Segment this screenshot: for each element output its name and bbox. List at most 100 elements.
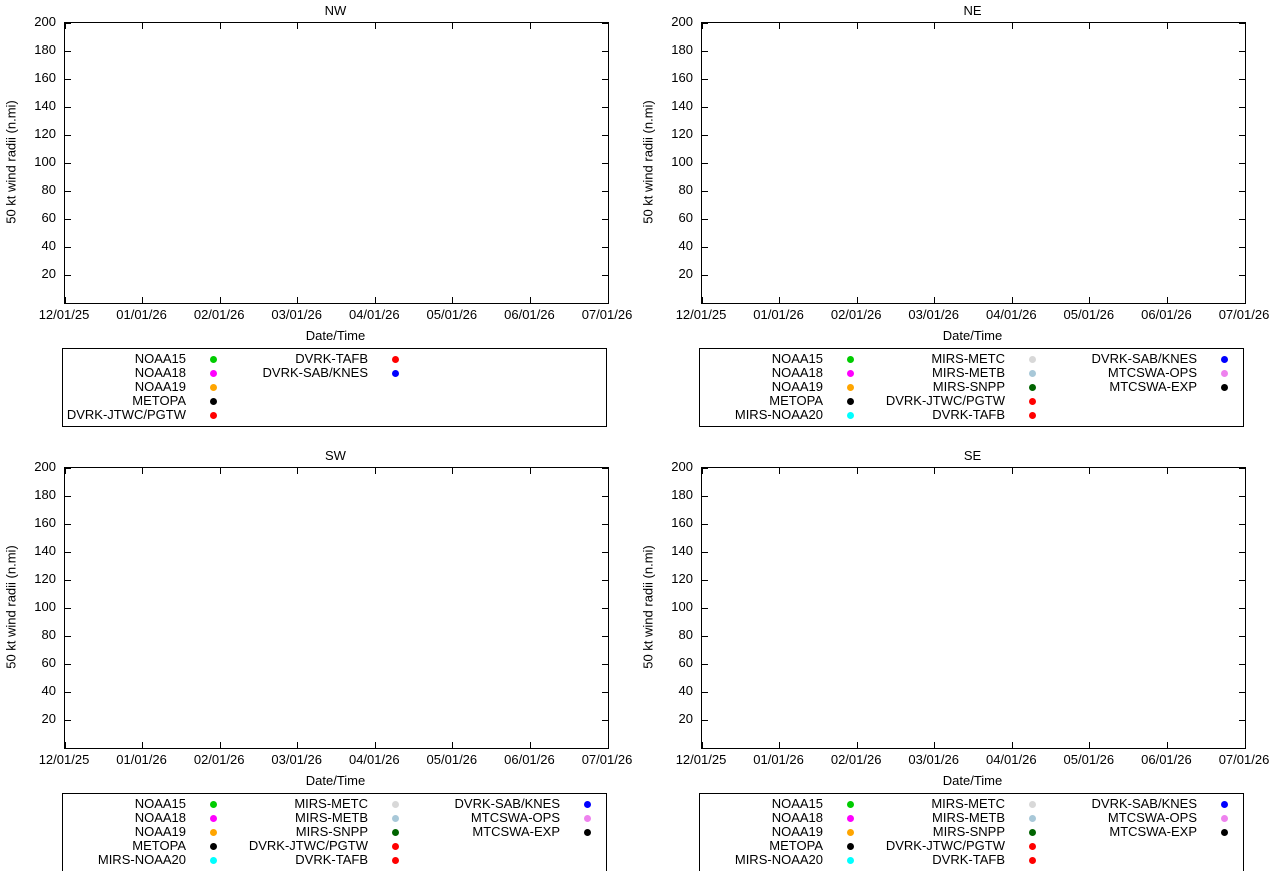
plot-area — [701, 467, 1246, 749]
x-tick-label: 04/01/26 — [985, 307, 1037, 322]
y-tick-label: 180 — [671, 487, 693, 502]
legend-entry: MTCSWA-OPS — [405, 811, 597, 825]
legend-entry: MIRS-NOAA20 — [700, 853, 860, 867]
legend-entry-label: MIRS-METC — [931, 351, 1005, 366]
legend-entry-label: DVRK-JTWC/PGTW — [66, 407, 186, 422]
x-tick-mark — [934, 468, 936, 474]
y-tick-mark — [1239, 551, 1245, 553]
y-tick-mark — [65, 274, 71, 276]
x-tick-mark — [856, 23, 858, 29]
legend-marker — [847, 828, 854, 836]
x-tick-mark — [1089, 297, 1091, 303]
y-tick-mark — [1239, 579, 1245, 581]
legend-marker — [1221, 828, 1228, 836]
chart-panel-nw: NW 50 kt wind radii (n.mi) Date/Time NOA… — [0, 0, 637, 435]
legend-entry-label: DVRK-TAFB — [932, 407, 1005, 422]
legend-entry: NOAA18 — [700, 366, 860, 380]
x-axis-label: Date/Time — [942, 328, 1003, 343]
legend-entry: MIRS-METC — [223, 797, 405, 811]
y-tick-mark — [602, 50, 608, 52]
x-tick-mark — [374, 23, 376, 29]
y-tick-label: 60 — [41, 210, 56, 225]
legend-marker — [847, 369, 854, 377]
legend-entry: MIRS-METC — [860, 352, 1042, 366]
x-tick-label: 12/01/25 — [38, 752, 90, 767]
legend-entry: DVRK-JTWC/PGTW — [860, 839, 1042, 853]
x-tick-mark — [1244, 297, 1246, 303]
x-tick-label: 07/01/26 — [1218, 307, 1270, 322]
legend-marker — [210, 814, 217, 822]
y-tick-mark — [1239, 190, 1245, 192]
y-tick-label: 180 — [34, 487, 56, 502]
y-tick-mark — [65, 246, 71, 248]
legend-entry: NOAA18 — [63, 366, 223, 380]
y-tick-label: 120 — [34, 571, 56, 586]
x-tick-mark — [779, 23, 781, 29]
legend-marker — [847, 411, 854, 419]
x-tick-label: 12/01/25 — [675, 752, 727, 767]
legend-entry: MTCSWA-EXP — [1042, 825, 1234, 839]
chart-title: NE — [963, 3, 982, 18]
x-tick-mark — [1244, 23, 1246, 29]
legend-entry: DVRK-TAFB — [860, 408, 1042, 422]
y-tick-label: 40 — [41, 683, 56, 698]
x-tick-mark — [297, 23, 299, 29]
y-tick-label: 160 — [34, 515, 56, 530]
x-tick-label: 06/01/26 — [1141, 307, 1192, 322]
chart-panel-inner: SE 50 kt wind radii (n.mi) Date/Time NOA… — [637, 445, 1275, 871]
legend-entry: MIRS-SNPP — [860, 380, 1042, 394]
y-tick-label: 60 — [678, 210, 693, 225]
y-tick-mark — [1239, 274, 1245, 276]
legend-entry-label: MTCSWA-EXP — [472, 824, 560, 839]
x-tick-label: 02/01/26 — [830, 752, 882, 767]
x-axis-label: Date/Time — [305, 328, 366, 343]
legend-entry: METOPA — [63, 839, 223, 853]
legend-entry: METOPA — [63, 394, 223, 408]
legend-entry-label: DVRK-SAB/KNES — [262, 365, 368, 380]
legend-entry-label: MTCSWA-EXP — [1109, 379, 1197, 394]
y-tick-mark — [702, 274, 708, 276]
legend-entry: NOAA15 — [63, 797, 223, 811]
legend-marker — [584, 814, 591, 822]
legend-marker — [584, 828, 591, 836]
legend-marker — [392, 355, 399, 363]
x-tick-mark — [374, 468, 376, 474]
legend-entry-label: MIRS-METC — [931, 796, 1005, 811]
y-tick-mark — [702, 246, 708, 248]
y-tick-label: 40 — [678, 238, 693, 253]
x-tick-label: 05/01/26 — [1063, 307, 1115, 322]
legend-marker — [847, 355, 854, 363]
legend-marker — [1221, 355, 1228, 363]
x-tick-mark — [219, 742, 221, 748]
legend-marker — [210, 800, 217, 808]
legend-entry: MIRS-NOAA20 — [700, 408, 860, 422]
legend-entry-label: MTCSWA-OPS — [1107, 810, 1197, 825]
chart-title: SW — [325, 448, 346, 463]
legend-entry-label: MTCSWA-OPS — [1107, 365, 1197, 380]
legend-column: NOAA15 NOAA18 NOAA19 METOPA MIRS-NOAA20 — [700, 352, 860, 422]
y-tick-mark — [602, 467, 608, 469]
y-tick-label: 160 — [34, 70, 56, 85]
x-tick-mark — [1244, 468, 1246, 474]
x-tick-mark — [297, 297, 299, 303]
x-tick-mark — [856, 468, 858, 474]
legend-entry: MIRS-SNPP — [860, 825, 1042, 839]
y-tick-mark — [1239, 719, 1245, 721]
legend-entry: DVRK-TAFB — [860, 853, 1042, 867]
y-tick-mark — [702, 523, 708, 525]
legend-entry-label: MIRS-NOAA20 — [734, 852, 823, 867]
x-tick-mark — [1089, 742, 1091, 748]
legend-entry-label: MIRS-SNPP — [932, 379, 1005, 394]
legend-entry-label: NOAA18 — [134, 365, 186, 380]
legend-entry-label: MIRS-METC — [294, 796, 368, 811]
y-tick-label: 120 — [671, 126, 693, 141]
chart-panel-inner: SW 50 kt wind radii (n.mi) Date/Time NOA… — [0, 445, 637, 871]
y-tick-mark — [702, 78, 708, 80]
y-tick-label: 60 — [41, 655, 56, 670]
x-tick-mark — [64, 23, 66, 29]
legend-entry: MIRS-METB — [860, 366, 1042, 380]
legend-entry: MTCSWA-EXP — [405, 825, 597, 839]
y-tick-mark — [602, 162, 608, 164]
plot-area — [64, 22, 609, 304]
